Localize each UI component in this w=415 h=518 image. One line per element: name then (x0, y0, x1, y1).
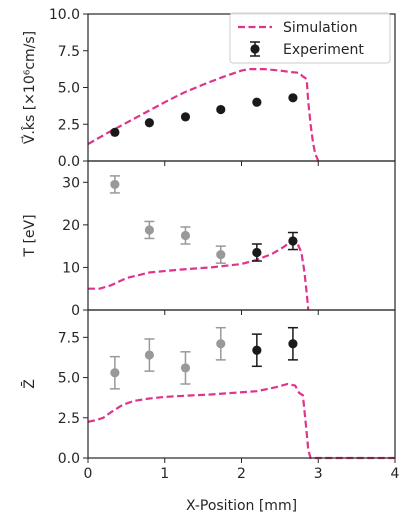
y-tick-label: 20 (62, 218, 80, 234)
y-axis-label: T [eV] (22, 214, 38, 257)
panel-1: 0.0 2.5 5.0 7.5 10.0 V⃗.k̂s [×10⁶cm/s] (20, 7, 396, 170)
x-tick-label: 2 (237, 466, 246, 482)
experiment-point (288, 93, 298, 103)
legend-experiment-marker (250, 44, 260, 54)
y-tick-label: 5.0 (58, 81, 80, 97)
plot-frame (87, 309, 396, 459)
experiment-point (110, 127, 120, 137)
y-tick-label: 10 (62, 260, 80, 276)
y-tick-label: 0 (71, 303, 80, 319)
x-axis-label: X-Position [mm] (186, 498, 297, 514)
panel-2: 0 10 20 30 T [eV] (22, 160, 396, 319)
y-tick-label: 0.0 (58, 154, 80, 170)
experiment-point (180, 363, 191, 373)
y-axis-label: V⃗.k̂s [×10⁶cm/s] (20, 31, 38, 144)
legend: Simulation Experiment (229, 12, 391, 64)
experiment-point (180, 112, 191, 122)
experiment-point (252, 247, 262, 258)
experiment-point (216, 339, 226, 349)
experiment-point (216, 250, 226, 260)
experiment-point (288, 339, 298, 349)
x-tick-label: 1 (160, 466, 169, 482)
x-tick-label: 0 (84, 466, 93, 482)
experiment-point (252, 97, 262, 107)
experiment-point (180, 230, 191, 241)
y-axis-label: Z̄ (20, 379, 38, 389)
experiment-point (288, 236, 298, 246)
experiment-point (144, 118, 154, 128)
y-tick-label: 10.0 (49, 7, 80, 23)
y-tick-label: 2.5 (58, 117, 80, 133)
experiment-point (144, 225, 154, 235)
simulation-line (87, 68, 320, 162)
legend-box (229, 12, 391, 64)
panel-3: 0.0 2.5 5.0 7.5 Z̄ (20, 309, 396, 467)
simulation-line (88, 239, 310, 311)
y-tick-label: 2.5 (58, 411, 80, 427)
simulation-line (87, 382, 395, 460)
y-tick-label: 0.0 (58, 451, 80, 467)
y-tick-label: 30 (62, 175, 80, 191)
y-tick-label: 5.0 (58, 371, 80, 387)
legend-simulation-label: Simulation (283, 20, 358, 36)
experiment-point (110, 179, 120, 190)
experiment-point (144, 350, 154, 360)
experiment-point (252, 345, 262, 355)
x-tick-label: 3 (314, 466, 323, 482)
legend-experiment-label: Experiment (283, 42, 364, 58)
experiment-point (110, 368, 120, 378)
x-tick-label: 4 (391, 466, 400, 482)
experiment-point (216, 104, 226, 115)
plot-frame (87, 160, 396, 311)
chart-panels: 0.02.55.07.510.0V⃗.k̂s [×10⁶cm/s]0102030… (20, 7, 399, 514)
y-tick-label: 7.5 (58, 44, 80, 60)
y-tick-label: 7.5 (58, 330, 80, 346)
